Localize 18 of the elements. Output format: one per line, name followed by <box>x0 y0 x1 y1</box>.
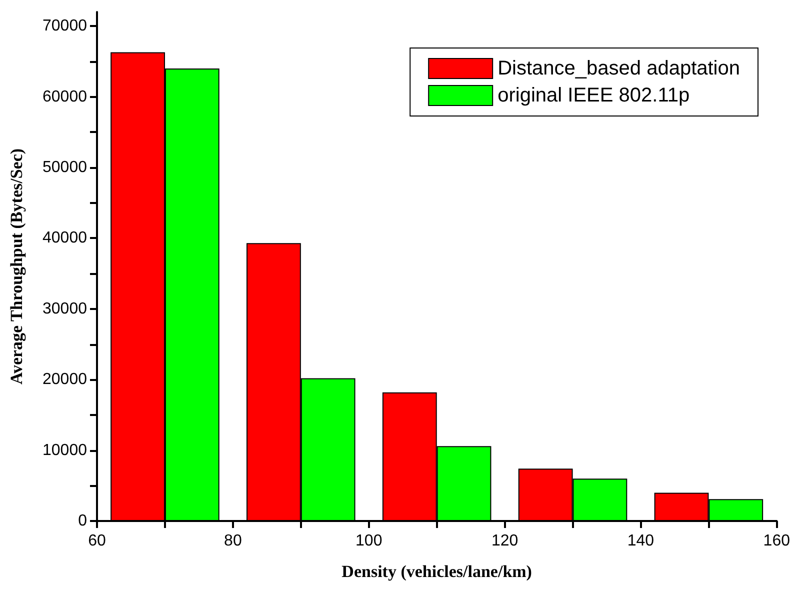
x-tick-label: 80 <box>224 532 242 550</box>
x-tick-label: 60 <box>88 532 106 550</box>
x-axis-title: Density (vehicles/lane/km) <box>342 562 532 581</box>
x-tick-label: 100 <box>356 532 382 550</box>
legend-label: original IEEE 802.11p <box>498 84 690 106</box>
x-tick-label: 140 <box>627 532 654 550</box>
y-tick-label: 30000 <box>42 300 88 318</box>
y-tick-label: 20000 <box>42 371 88 388</box>
y-tick-label: 50000 <box>42 159 88 176</box>
y-tick-label: 0 <box>78 512 88 530</box>
y-tick-label: 70000 <box>42 18 88 35</box>
y-tick-label: 40000 <box>42 230 88 247</box>
y-axis-title: Average Throughput (Bytes/Sec) <box>7 148 26 385</box>
legend-label: Distance_based adaptation <box>498 58 740 80</box>
x-tick-label: 120 <box>491 532 518 550</box>
y-tick-label: 60000 <box>42 88 88 106</box>
x-tick-label: 160 <box>763 532 790 550</box>
y-tick-label: 10000 <box>42 442 88 459</box>
